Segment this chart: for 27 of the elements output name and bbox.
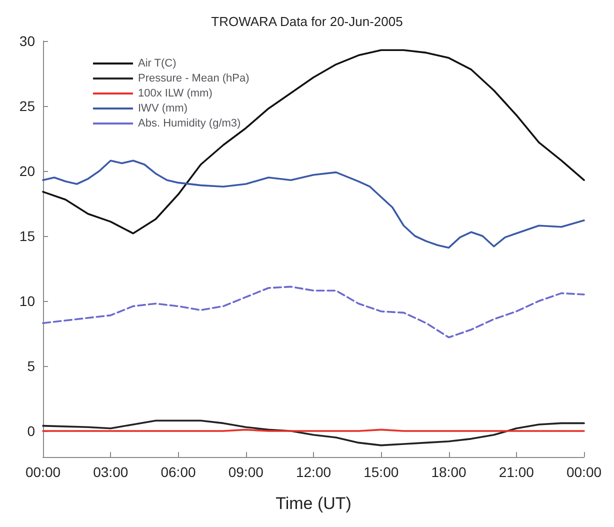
x-tick-label: 15:00 bbox=[364, 464, 399, 480]
x-tick-label: 09:00 bbox=[228, 464, 264, 480]
x-tick-label: 00:00 bbox=[566, 464, 602, 480]
y-tick-label: 25 bbox=[19, 98, 36, 114]
legend-label: 100x ILW (mm) bbox=[138, 88, 212, 100]
x-tick-label: 12:00 bbox=[296, 464, 332, 480]
x-tick-label: 00:00 bbox=[25, 464, 61, 480]
y-tick-label: 10 bbox=[19, 293, 36, 309]
x-tick-label: 03:00 bbox=[93, 464, 128, 480]
legend-label: Pressure - Mean (hPa) bbox=[138, 72, 250, 84]
y-tick-label: 15 bbox=[19, 228, 36, 244]
x-tick-label: 18:00 bbox=[431, 464, 466, 480]
line-series bbox=[42, 286, 585, 338]
legend-label: Abs. Humidity (g/m3) bbox=[138, 118, 241, 130]
y-tick-label: 0 bbox=[27, 423, 36, 439]
chart-title: TROWARA Data for 20-Jun-2005 bbox=[211, 14, 403, 29]
legend-label: IWV (mm) bbox=[138, 102, 188, 114]
y-tick-label: 20 bbox=[19, 163, 36, 179]
line-series bbox=[42, 49, 585, 234]
x-axis-title: Time (UT) bbox=[276, 494, 352, 513]
x-tick-label: 06:00 bbox=[160, 464, 196, 480]
y-tick-label: 30 bbox=[19, 33, 36, 49]
x-tick-label: 21:00 bbox=[498, 464, 534, 480]
line-series bbox=[42, 160, 585, 249]
legend-label: Air T(C) bbox=[138, 58, 176, 70]
y-tick-label: 5 bbox=[27, 358, 36, 374]
line-series bbox=[42, 420, 585, 446]
